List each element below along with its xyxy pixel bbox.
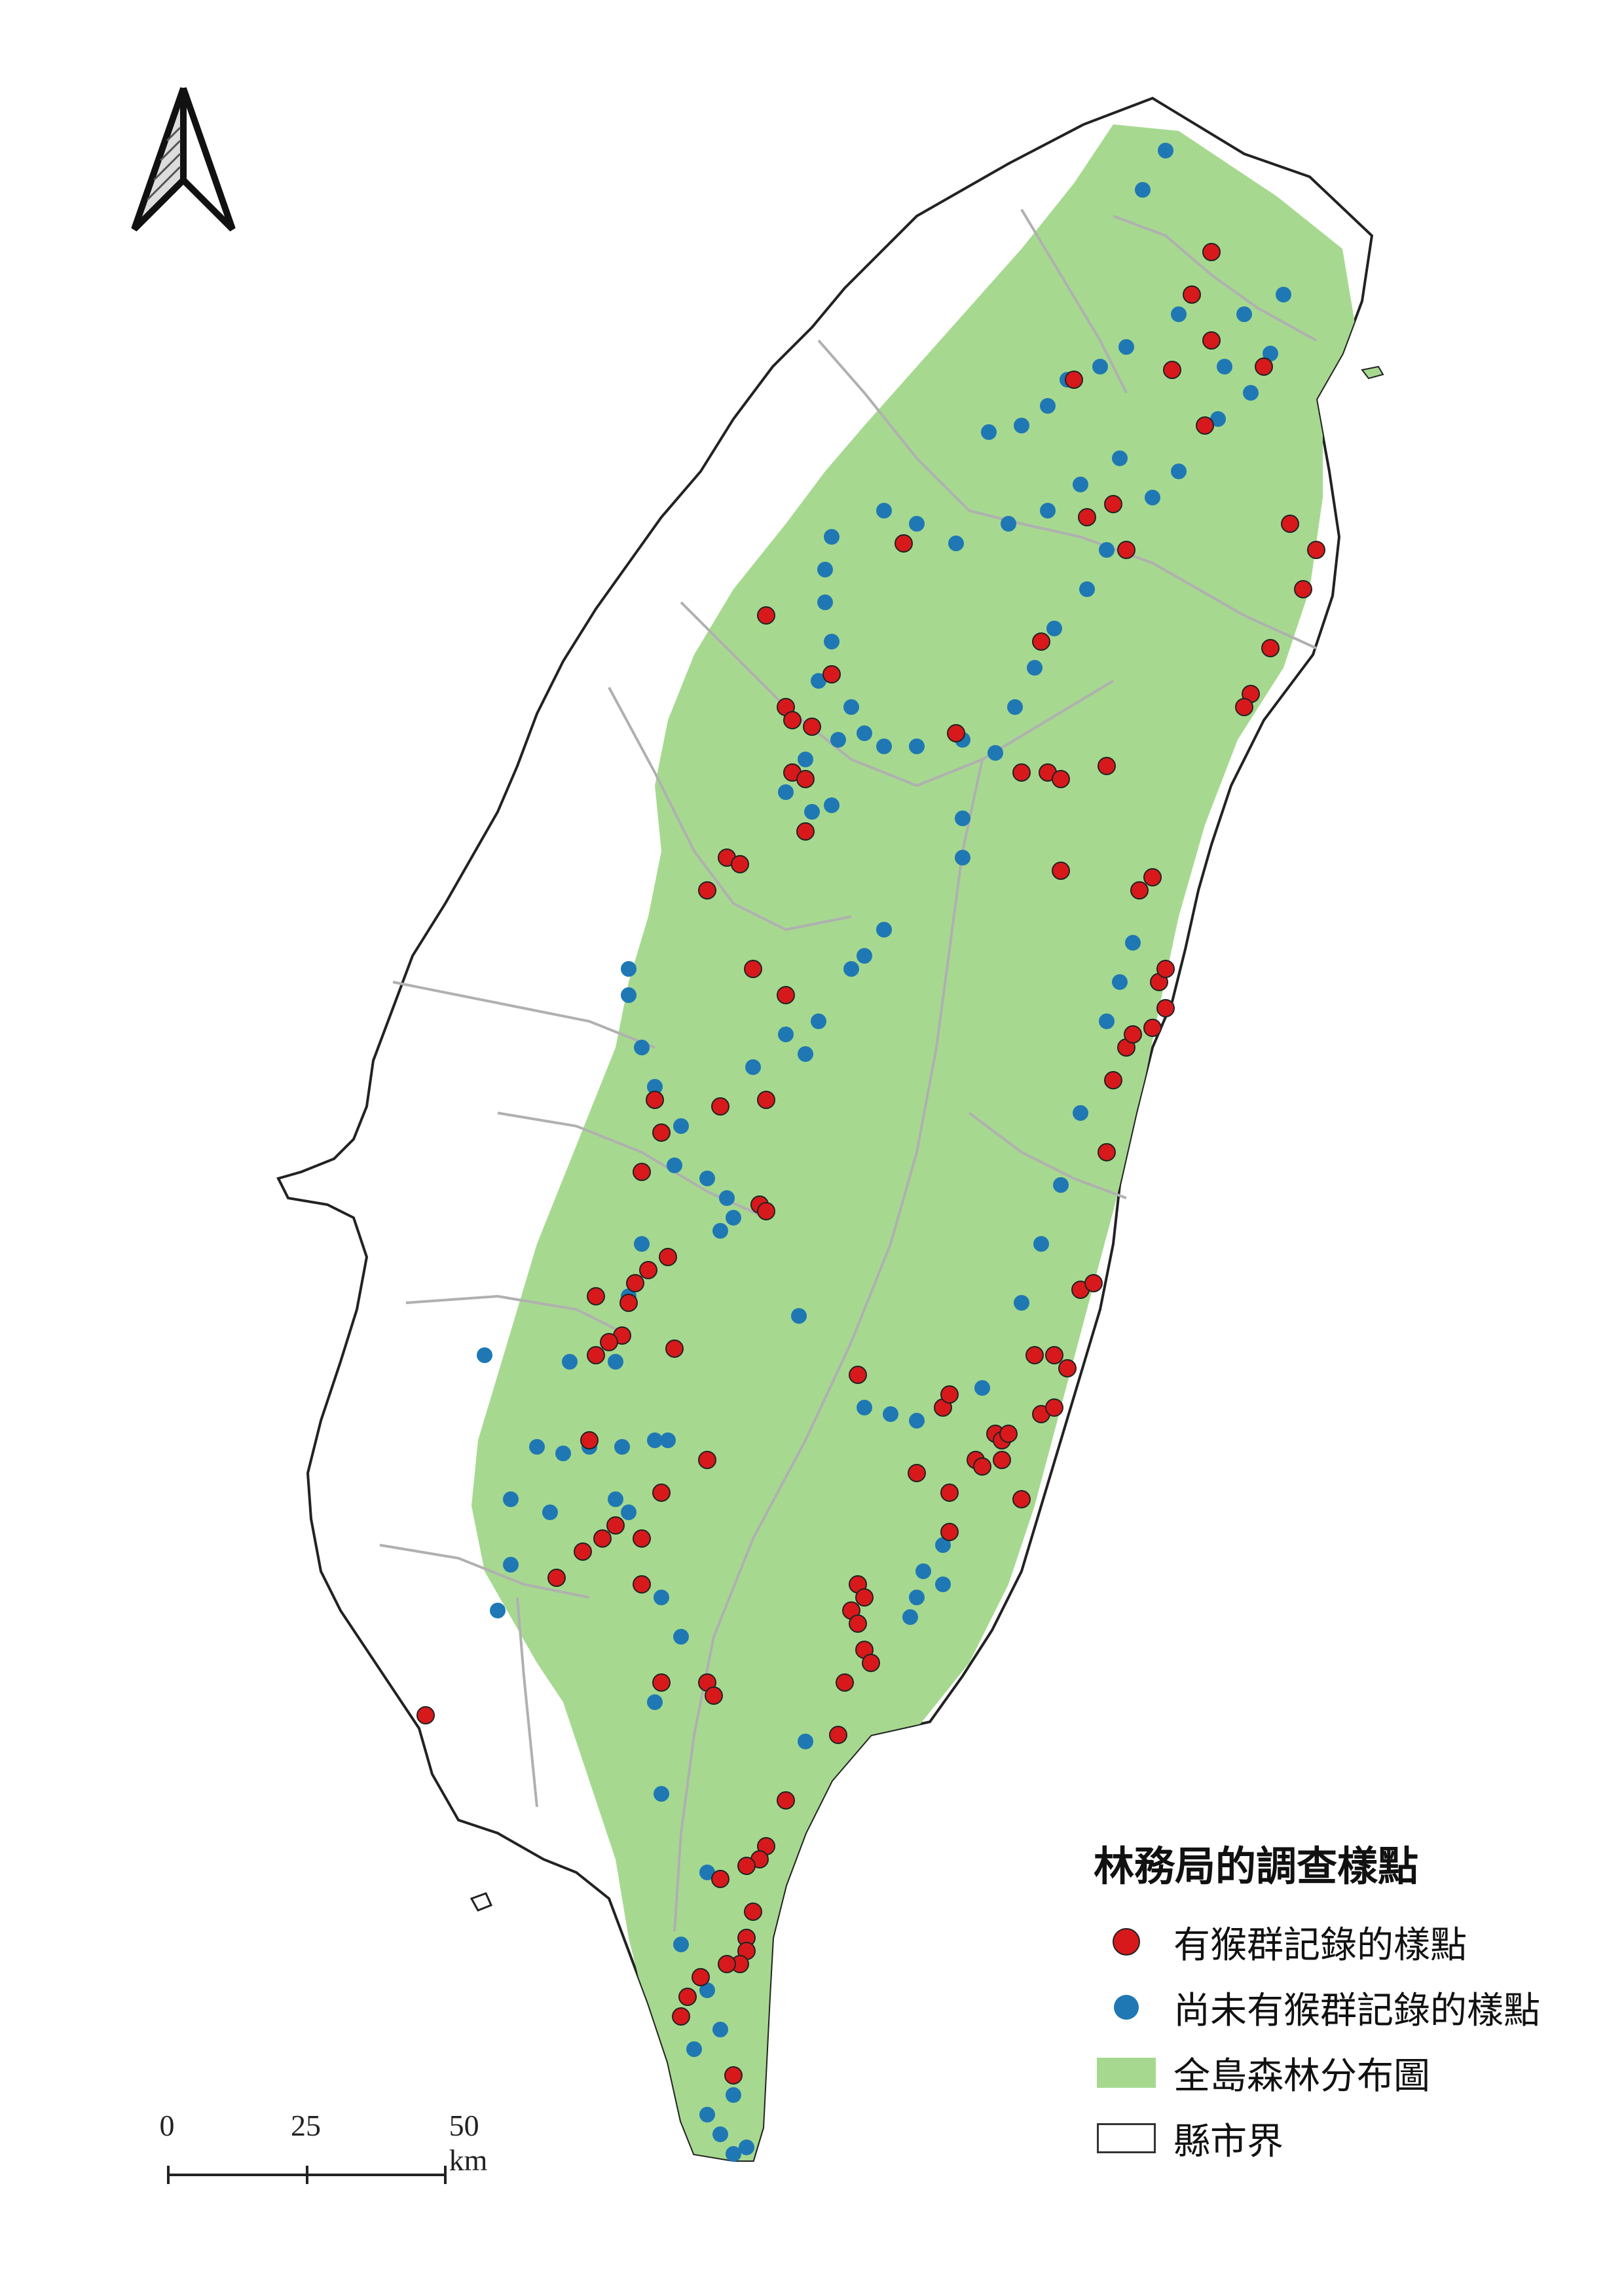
survey-points-present <box>416 243 1325 2085</box>
legend-label-monkey-absent: 尚未有猴群記錄的樣點 <box>1173 1989 1540 2032</box>
legend-item-forest: 全島森林分布圖 <box>1094 2040 1604 2105</box>
legend-symbol-blue-dot <box>1094 1995 1159 2020</box>
legend-item-monkey-present: 有猴群記錄的樣點 <box>1094 1909 1604 1975</box>
legend-item-county: 縣市界 <box>1094 2105 1604 2171</box>
north-arrow-icon <box>131 87 236 232</box>
scale-tick-0 <box>167 2166 170 2184</box>
legend-symbol-forest <box>1094 2058 1159 2088</box>
legend-title: 林務局的調查樣點 <box>1094 1842 1419 1890</box>
islet-xiaoliuqiu <box>470 1892 493 1912</box>
survey-points-absent <box>477 143 1291 2162</box>
county-box-icon <box>1097 2123 1156 2153</box>
legend-label-monkey-present: 有猴群記錄的樣點 <box>1173 1923 1467 1967</box>
legend-label-forest: 全島森林分布圖 <box>1173 2054 1430 2098</box>
red-dot-icon <box>1113 1928 1140 1956</box>
legend-symbol-county <box>1094 2123 1159 2153</box>
scale-bar: 0 25 50 km <box>160 2108 487 2193</box>
map-legend: 林務局的調查樣點 有猴群記錄的樣點 尚未有猴群記錄的樣點 全島森林分布圖 縣市界 <box>1094 1833 1604 2171</box>
legend-item-monkey-absent: 尚未有猴群記錄的樣點 <box>1094 1975 1604 2040</box>
scale-tick-label-0: 0 <box>159 2109 175 2142</box>
legend-symbol-red-dot <box>1094 1928 1159 1956</box>
legend-label-county: 縣市界 <box>1173 2120 1283 2163</box>
forest-swatch-icon <box>1097 2058 1156 2088</box>
scale-tick-25 <box>306 2166 308 2184</box>
islet-guishan <box>1361 365 1384 380</box>
blue-dot-icon <box>1114 1995 1139 2020</box>
county-boundaries <box>379 208 1317 1932</box>
forest-layer <box>471 124 1356 2160</box>
scale-tick-label-50: 50 km <box>449 2109 488 2177</box>
scale-tick-50 <box>444 2166 447 2184</box>
scale-tick-label-25: 25 <box>291 2109 321 2142</box>
